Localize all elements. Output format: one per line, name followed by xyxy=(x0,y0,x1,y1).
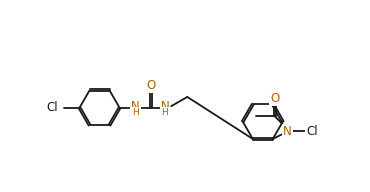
Text: N: N xyxy=(131,100,140,113)
Text: N: N xyxy=(283,125,292,138)
Text: N: N xyxy=(161,100,169,113)
Text: O: O xyxy=(270,92,279,105)
Text: H: H xyxy=(132,108,139,117)
Text: Cl: Cl xyxy=(306,125,318,138)
Text: H: H xyxy=(162,108,168,117)
Text: Cl: Cl xyxy=(46,101,58,114)
Text: O: O xyxy=(146,79,155,92)
